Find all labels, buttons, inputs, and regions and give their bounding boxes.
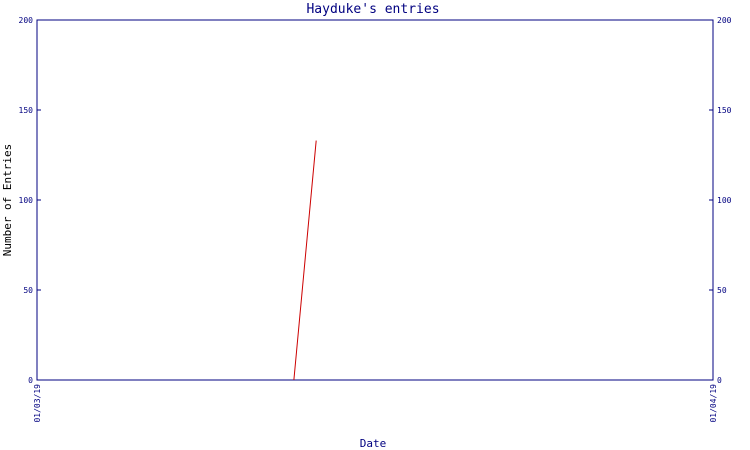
y-tick-label-right: 0 [717, 376, 722, 385]
chart-title: Hayduke's entries [306, 2, 439, 17]
y-tick-label-right: 200 [717, 16, 732, 25]
x-axis-label: Date [360, 437, 387, 450]
y-axis-right: 0 50 100 150 200 [709, 16, 732, 385]
y-tick-label-right: 50 [717, 286, 727, 295]
y-axis-left: 0 50 100 150 200 [19, 16, 41, 385]
y-tick-label-right: 100 [717, 196, 732, 205]
y-tick-label: 0 [28, 376, 33, 385]
y-axis-label: Number of Entries [1, 144, 14, 257]
y-tick-label: 150 [19, 106, 34, 115]
y-tick-label: 200 [19, 16, 34, 25]
y-tick-label: 100 [19, 196, 34, 205]
x-tick-label: 01/04/19 [709, 384, 718, 423]
x-axis: 01/03/19 01/04/19 [33, 376, 718, 423]
plot-frame [36, 19, 714, 381]
x-tick-label: 01/03/19 [33, 384, 42, 423]
y-tick-label: 50 [23, 286, 33, 295]
series-line [293, 140, 317, 381]
y-tick-label-right: 150 [717, 106, 732, 115]
series-layer [293, 140, 317, 381]
